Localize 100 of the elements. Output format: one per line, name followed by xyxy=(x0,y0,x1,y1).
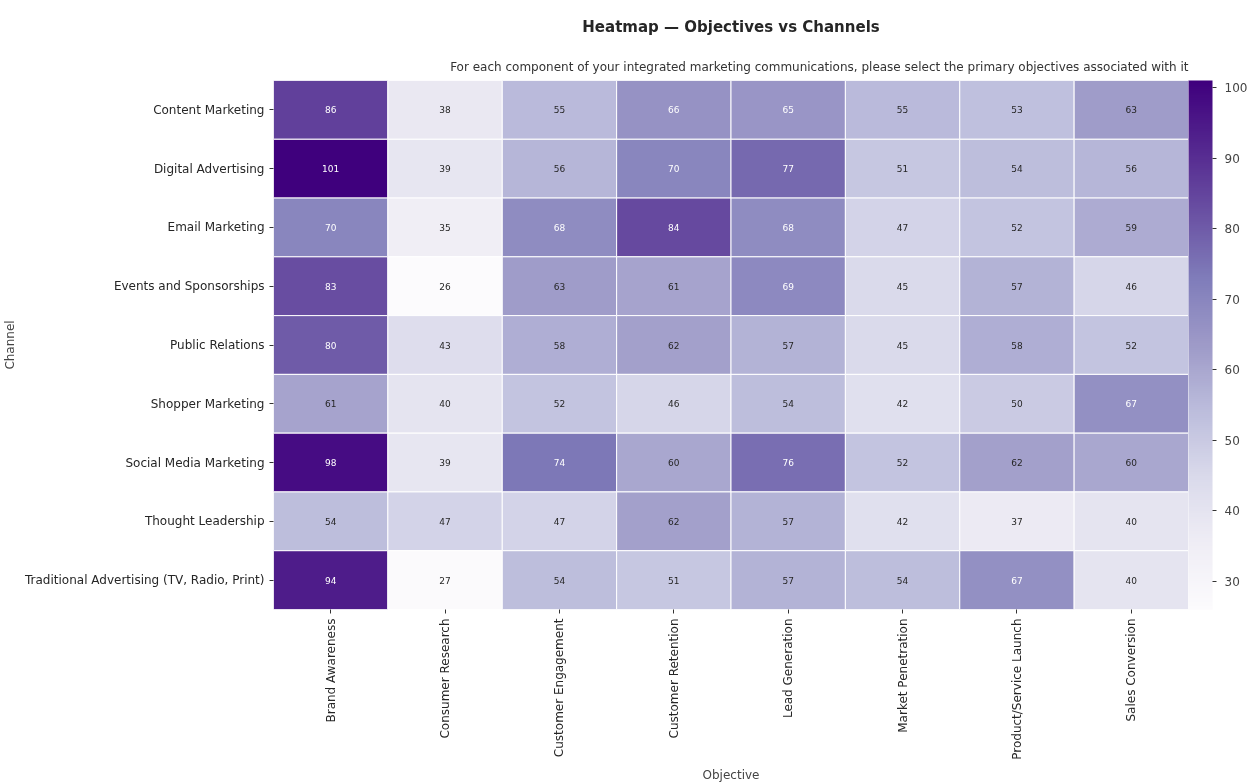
data-label: 55 xyxy=(553,105,566,116)
data-label: 68 xyxy=(553,222,566,233)
data-label: 94 xyxy=(324,575,337,586)
color-bar-label: 70 xyxy=(1224,292,1240,307)
data-label: 40 xyxy=(1125,516,1138,527)
data-label: 60 xyxy=(668,458,680,469)
data-label: 37 xyxy=(1011,516,1023,527)
data-label: 57 xyxy=(1011,281,1023,292)
data-label: 38 xyxy=(439,105,452,116)
data-label: 46 xyxy=(1125,281,1138,292)
data-label: 61 xyxy=(324,399,337,410)
color-bar-label: 60 xyxy=(1224,363,1240,378)
data-label: 56 xyxy=(1125,164,1138,175)
data-label: 35 xyxy=(439,222,451,233)
data-label: 61 xyxy=(668,281,680,292)
x-tick-label: Consumer Research xyxy=(438,618,453,739)
y-tick-label: Digital Advertising xyxy=(153,161,265,176)
color-bar-label: 30 xyxy=(1224,574,1240,589)
color-bar-label: 90 xyxy=(1224,151,1240,166)
data-label: 45 xyxy=(896,281,909,292)
chart-title: Heatmap — Objectives vs Channels xyxy=(582,17,880,36)
data-label: 54 xyxy=(553,575,566,586)
data-label: 62 xyxy=(1011,458,1023,469)
data-label: 70 xyxy=(668,164,680,175)
y-tick-label: Public Relations xyxy=(170,338,265,352)
data-label: 47 xyxy=(896,222,909,233)
data-label: 45 xyxy=(896,340,909,351)
data-label: 47 xyxy=(553,516,566,527)
data-label: 62 xyxy=(668,516,680,527)
chart-subtitle: For each component of your integrated marketing communications, please select the primary objectives associated with it xyxy=(450,59,1189,74)
data-label: 57 xyxy=(782,575,794,586)
data-label: 54 xyxy=(782,399,795,410)
data-label: 57 xyxy=(782,340,794,351)
y-tick-label: Content Marketing xyxy=(153,102,265,117)
data-label: 27 xyxy=(439,575,451,586)
data-label: 58 xyxy=(1011,340,1023,351)
y-tick-label: Thought Leadership xyxy=(143,514,265,529)
color-bar-label: 80 xyxy=(1224,222,1240,237)
data-label: 42 xyxy=(896,399,909,410)
data-label: 52 xyxy=(896,458,909,469)
data-label: 68 xyxy=(782,222,795,233)
data-label: 98 xyxy=(324,458,337,469)
data-label: 51 xyxy=(668,575,680,586)
data-label: 60 xyxy=(1125,458,1138,469)
data-label: 54 xyxy=(324,516,337,527)
data-label: 57 xyxy=(782,516,794,527)
data-label: 67 xyxy=(1125,399,1138,410)
data-label: 55 xyxy=(896,105,909,116)
data-label: 83 xyxy=(324,281,337,292)
y-axis-title: Channel xyxy=(3,320,18,370)
data-label: 43 xyxy=(439,340,451,351)
x-axis-title: Objective xyxy=(702,767,760,782)
data-label: 65 xyxy=(782,105,794,116)
data-label: 58 xyxy=(553,340,566,351)
data-label: 46 xyxy=(668,399,680,410)
data-label: 66 xyxy=(668,105,680,116)
y-tick-label: Traditional Advertising (TV, Radio, Print) xyxy=(24,573,265,588)
y-tick-label: Events and Sponsorships xyxy=(113,279,265,294)
data-label: 26 xyxy=(439,281,452,292)
data-label: 63 xyxy=(1125,105,1138,116)
data-label: 56 xyxy=(553,164,566,175)
data-label: 63 xyxy=(553,281,566,292)
x-tick-label: Sales Conversion xyxy=(1124,618,1139,722)
data-label: 69 xyxy=(782,281,795,292)
data-label: 53 xyxy=(1011,105,1023,116)
data-label: 84 xyxy=(668,222,680,233)
x-tick-label: Customer Retention xyxy=(666,618,681,739)
data-label: 50 xyxy=(1011,399,1023,410)
data-label: 39 xyxy=(439,458,452,469)
x-tick-label: Market Penetration xyxy=(895,618,910,733)
data-label: 70 xyxy=(324,222,337,233)
data-label: 76 xyxy=(782,458,795,469)
data-label: 54 xyxy=(896,575,909,586)
x-tick-label: Brand Awareness xyxy=(323,618,338,723)
y-tick-label: Email Marketing xyxy=(167,220,265,235)
color-bar-label: 100 xyxy=(1224,81,1248,96)
data-label: 52 xyxy=(553,399,566,410)
data-label: 74 xyxy=(553,458,566,469)
data-label: 40 xyxy=(1125,575,1138,586)
color-bar-label: 40 xyxy=(1224,504,1240,519)
x-tick-label: Lead Generation xyxy=(781,618,796,719)
data-label: 101 xyxy=(322,164,340,175)
data-label: 52 xyxy=(1125,340,1138,351)
y-tick-label: Shopper Marketing xyxy=(150,396,265,411)
data-label: 77 xyxy=(782,164,794,175)
data-label: 67 xyxy=(1011,575,1023,586)
data-label: 42 xyxy=(896,516,909,527)
x-tick-label: Customer Engagement xyxy=(552,618,567,758)
data-label: 54 xyxy=(1011,164,1023,175)
data-label: 51 xyxy=(896,164,909,175)
data-label: 59 xyxy=(1125,222,1138,233)
data-label: 47 xyxy=(439,516,451,527)
y-tick-label: Social Media Marketing xyxy=(125,455,265,470)
data-label: 80 xyxy=(324,340,337,351)
x-tick-label: Product/Service Launch xyxy=(1009,618,1024,760)
color-bar-label: 50 xyxy=(1224,433,1240,448)
data-label: 62 xyxy=(668,340,680,351)
data-label: 52 xyxy=(1011,222,1023,233)
data-label: 39 xyxy=(439,164,452,175)
data-label: 40 xyxy=(439,399,452,410)
